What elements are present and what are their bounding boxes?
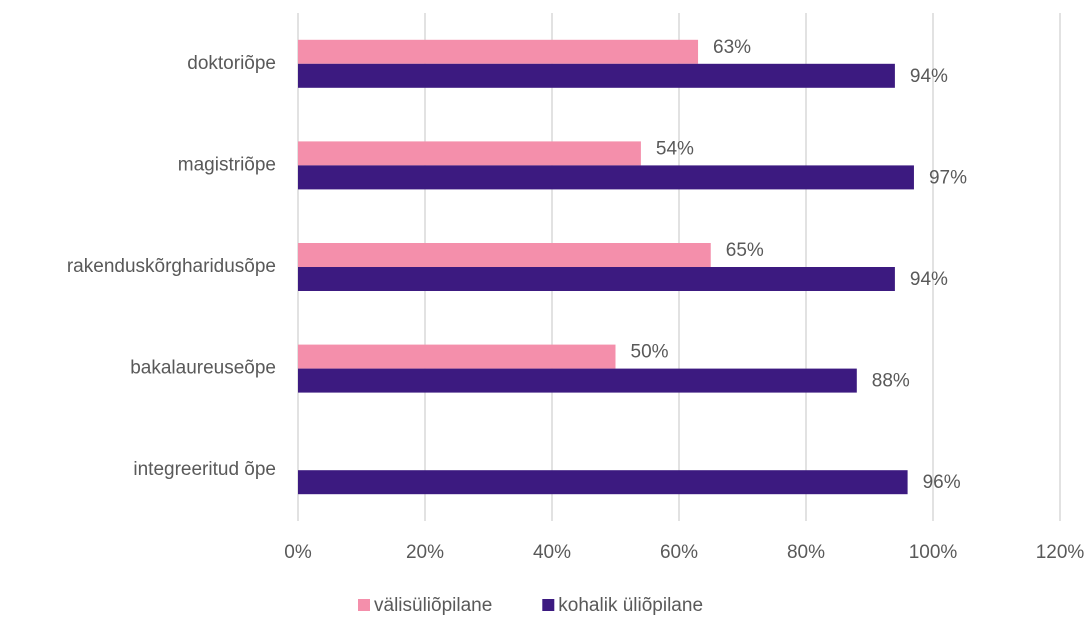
data-label: 88% — [872, 371, 910, 392]
data-label: 65% — [726, 240, 764, 261]
bar — [298, 368, 857, 393]
bar — [298, 344, 616, 369]
bar — [298, 470, 908, 495]
x-tick-label: 60% — [660, 542, 698, 563]
x-tick-label: 120% — [1036, 542, 1085, 563]
y-tick-label: rakenduskõrgharidusõpe — [67, 256, 276, 277]
x-tick-label: 20% — [406, 542, 444, 563]
x-tick-label: 100% — [909, 542, 958, 563]
data-label: 50% — [631, 342, 669, 363]
y-tick-label: doktoriõpe — [187, 53, 276, 74]
data-label: 54% — [656, 138, 694, 159]
data-label: 97% — [929, 167, 967, 188]
y-tick-label: magistriõpe — [178, 154, 276, 175]
data-label: 63% — [713, 37, 751, 58]
legend-label: välisüliõpilane — [374, 595, 492, 616]
legend-swatch — [358, 599, 370, 611]
data-label: 96% — [923, 472, 961, 493]
legend-swatch — [542, 599, 555, 611]
data-label: 94% — [910, 269, 948, 290]
y-tick-label: integreeritud õpe — [133, 459, 276, 480]
bar — [298, 165, 914, 190]
x-tick-label: 80% — [787, 542, 825, 563]
x-tick-label: 40% — [533, 542, 571, 563]
x-tick-label: 0% — [284, 542, 312, 563]
bar — [298, 63, 895, 88]
bar — [298, 267, 895, 291]
data-label: 94% — [910, 66, 948, 87]
bar — [298, 243, 711, 267]
y-tick-label: bakalaureuseõpe — [130, 358, 276, 379]
bar — [298, 141, 641, 166]
legend-label: kohalik üliõpilane — [558, 595, 703, 616]
bar — [298, 39, 699, 64]
